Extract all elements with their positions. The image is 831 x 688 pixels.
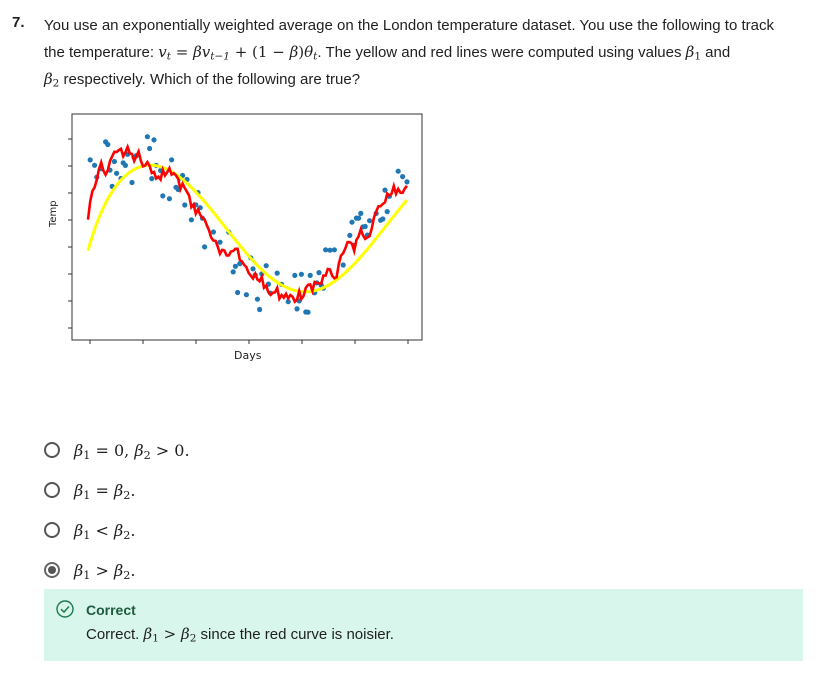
data-point (87, 157, 93, 163)
data-point (169, 157, 175, 163)
update-formula: vt = βvt−1 + (1 − β)θt (158, 43, 318, 63)
data-point (395, 168, 401, 174)
plot-frame (71, 113, 423, 341)
data-point (230, 269, 236, 275)
data-point (307, 272, 313, 278)
question-line-3: respectively. Which of the following are… (59, 71, 361, 88)
question-number: 7. (12, 14, 25, 31)
data-point (380, 216, 386, 222)
data-point (367, 218, 373, 224)
data-point (210, 229, 216, 235)
data-point (404, 179, 410, 185)
data-point (323, 247, 329, 253)
option-2[interactable]: β1 = β2. (44, 470, 190, 510)
feedback-status: Correct (86, 602, 136, 618)
data-point (166, 196, 172, 202)
data-point (129, 179, 135, 186)
data-point (114, 170, 120, 176)
red-ewa-line (86, 143, 408, 304)
data-point (151, 137, 157, 143)
data-point (362, 223, 368, 230)
yellow-ewa-line (86, 163, 409, 294)
question-line-1: You use an exponentially weighted averag… (44, 17, 774, 34)
question-line-2-mid: . The yellow and red lines were computed… (317, 44, 686, 61)
data-point (340, 262, 346, 268)
option-label: β1 = β2. (74, 480, 136, 502)
plot-ticks (68, 138, 409, 344)
data-point (294, 306, 300, 312)
data-point (243, 292, 249, 298)
data-points (87, 134, 410, 315)
data-point (160, 193, 166, 199)
data-point (202, 244, 208, 250)
data-point (182, 202, 188, 208)
option-1[interactable]: β1 = 0, β2 > 0. (44, 430, 190, 470)
answer-options: β1 = 0, β2 > 0. β1 = β2. β1 < β2. β1 > β… (44, 430, 190, 590)
data-point (147, 145, 153, 152)
data-point (188, 217, 194, 223)
data-point (316, 270, 322, 276)
feedback-prefix: Correct. (86, 626, 144, 643)
data-point (298, 271, 304, 277)
data-point (92, 162, 98, 168)
check-circle-icon (56, 600, 74, 618)
option-label: β1 < β2. (74, 520, 136, 542)
data-point (257, 306, 263, 313)
radio-button[interactable] (44, 482, 60, 498)
question-and: and (701, 44, 731, 61)
option-3[interactable]: β1 < β2. (44, 510, 190, 550)
data-point (400, 174, 406, 180)
data-point (305, 309, 311, 315)
data-point (356, 215, 362, 221)
data-point (382, 187, 388, 193)
data-point (347, 232, 353, 238)
data-point (349, 219, 355, 225)
data-point (254, 296, 260, 302)
temperature-figure: Temp Days (48, 109, 428, 369)
data-point (105, 141, 111, 148)
data-point (263, 263, 269, 269)
data-point (274, 270, 280, 276)
feedback-text: Correct. β1 > β2 since the red curve is … (86, 625, 394, 645)
data-point (331, 247, 337, 253)
radio-button[interactable] (44, 522, 60, 538)
beta2-symbol: β2 (44, 70, 60, 90)
radio-dot (48, 566, 56, 574)
radio-button-selected[interactable] (44, 562, 60, 578)
data-point (235, 289, 241, 296)
feedback-suffix: since the red curve is noisier. (196, 626, 394, 643)
data-point (144, 134, 150, 140)
data-point (358, 210, 364, 216)
data-point (217, 239, 223, 245)
question-line-2-start: the temperature: (44, 44, 159, 61)
data-point (384, 209, 390, 215)
data-point (232, 263, 238, 269)
beta1-symbol: β1 (685, 43, 701, 63)
y-axis-label: Temp (48, 200, 59, 227)
data-point (111, 158, 117, 165)
data-point (285, 299, 291, 305)
data-point (327, 247, 333, 253)
data-point (122, 162, 128, 168)
radio-button[interactable] (44, 442, 60, 458)
x-axis-label: Days (234, 349, 262, 362)
option-label: β1 > β2. (74, 560, 136, 582)
data-point (292, 272, 298, 278)
option-label: β1 = 0, β2 > 0. (74, 440, 190, 462)
option-4[interactable]: β1 > β2. (44, 550, 190, 590)
data-point (149, 176, 155, 182)
feedback-box: Correct Correct. β1 > β2 since the red c… (44, 589, 803, 661)
data-point (250, 266, 256, 272)
temperature-plot (68, 113, 423, 344)
question-text: You use an exponentially weighted averag… (44, 12, 814, 93)
feedback-math: β1 > β2 (143, 625, 197, 645)
